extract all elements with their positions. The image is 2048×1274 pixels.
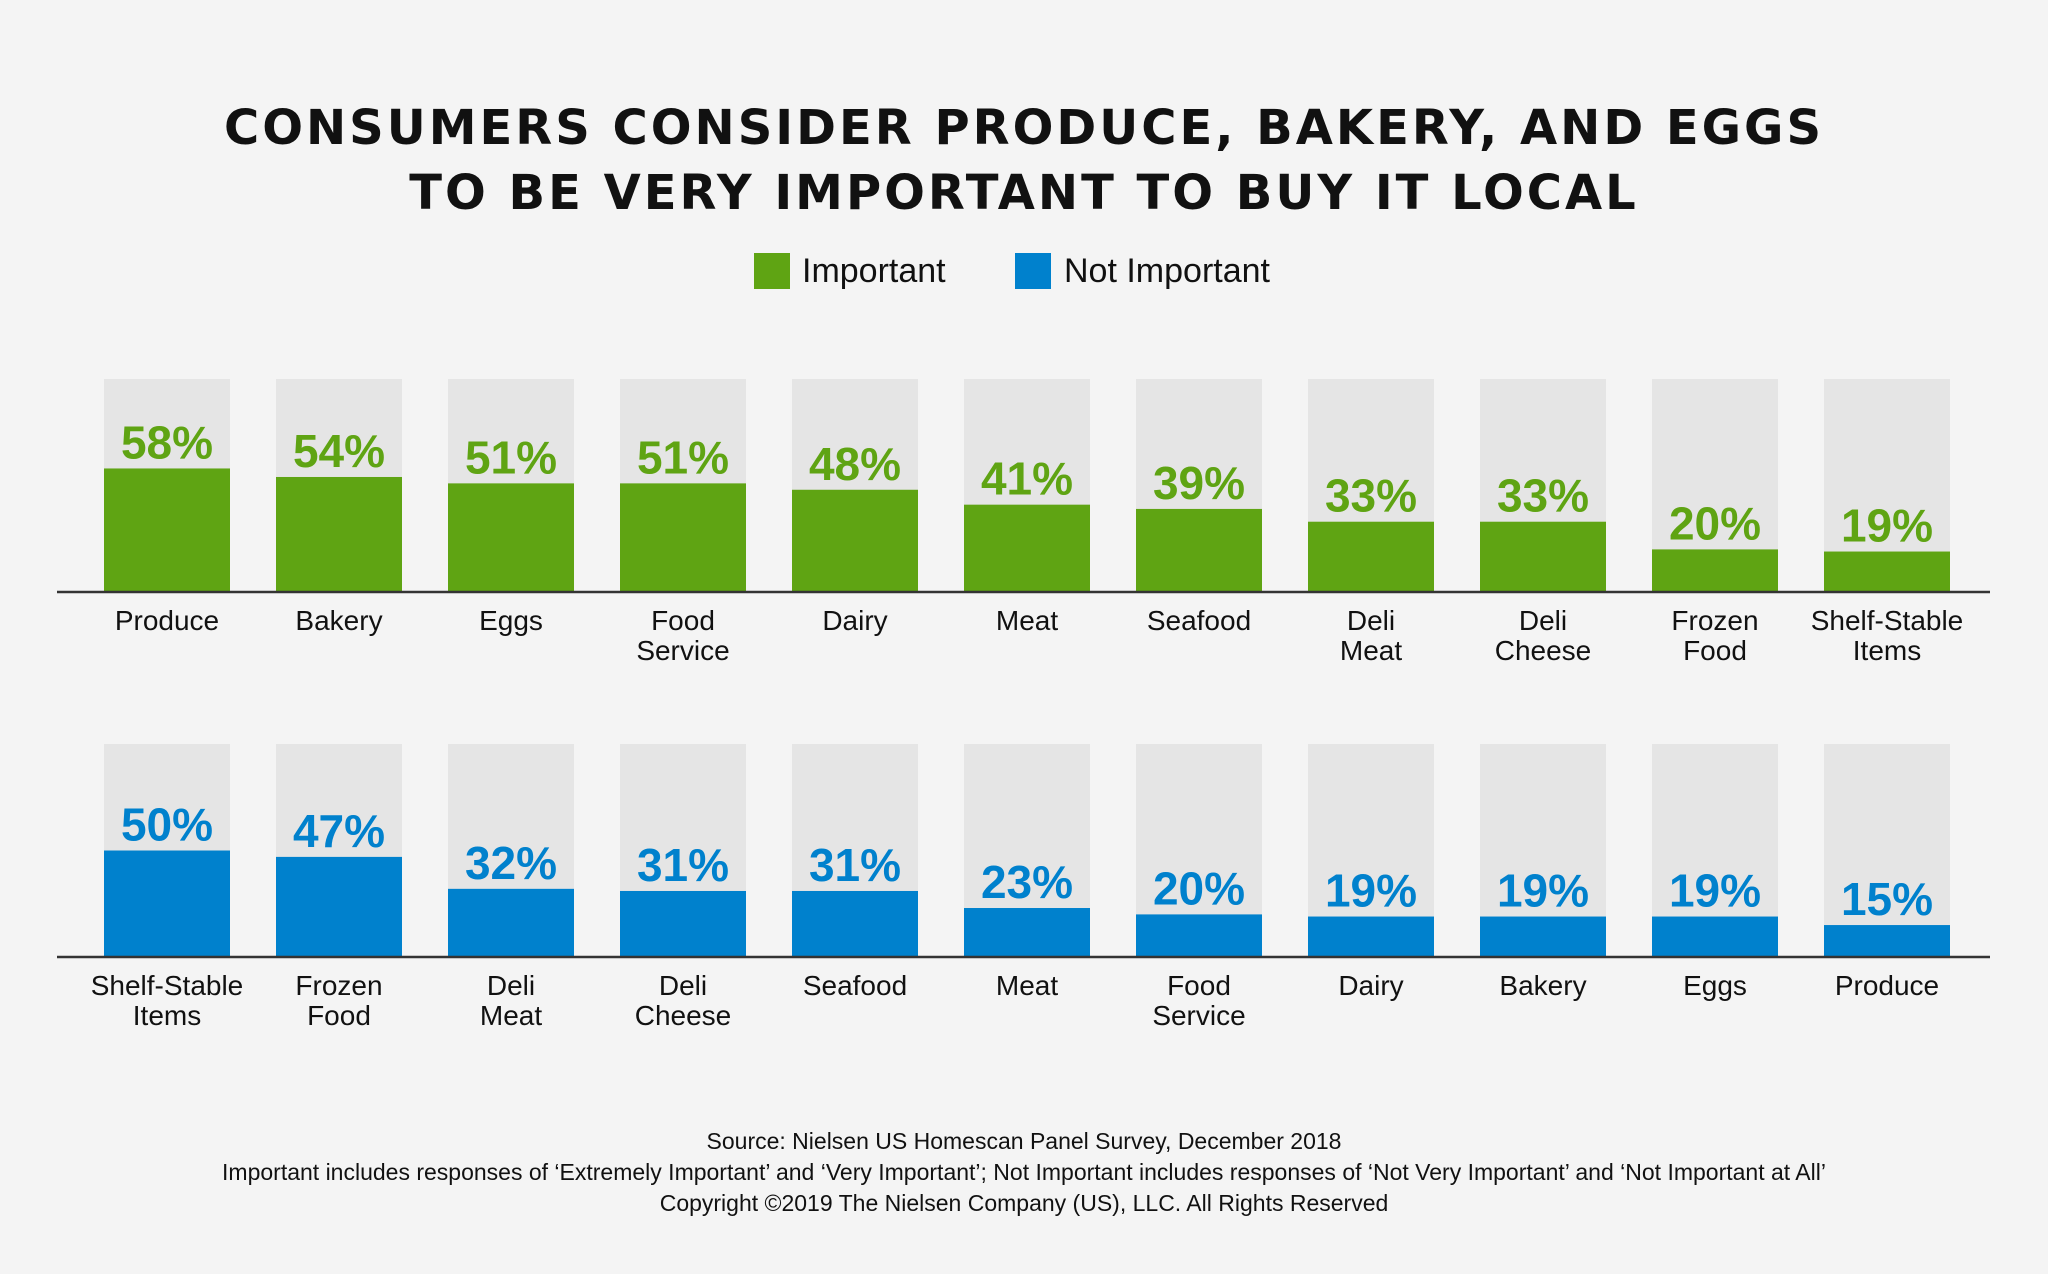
data-label-food-service: 51% bbox=[637, 431, 729, 483]
bar-deli-cheese bbox=[1480, 521, 1606, 592]
legend: Important Not Important bbox=[754, 252, 1271, 290]
category-label-seafood: Seafood bbox=[803, 970, 907, 1001]
category-label-dairy: Dairy bbox=[822, 605, 887, 636]
chart-title-line-1: CONSUMERS CONSIDER PRODUCE, BAKERY, AND … bbox=[224, 100, 1824, 156]
bar-bakery bbox=[276, 476, 402, 592]
panel-not-important: 50%Shelf-StableItems47%FrozenFood32%Deli… bbox=[57, 744, 1990, 1031]
data-label-eggs: 51% bbox=[465, 431, 557, 483]
category-label-food-service: Service bbox=[1152, 1000, 1245, 1031]
category-label-shelf-stable-items: Shelf-Stable bbox=[91, 970, 244, 1001]
category-label-shelf-stable-items: Shelf-Stable bbox=[1811, 605, 1964, 636]
category-label-bakery: Bakery bbox=[1499, 970, 1586, 1001]
chart-title-line-2: TO BE VERY IMPORTANT TO BUY IT LOCAL bbox=[409, 165, 1639, 221]
bar-deli-cheese bbox=[620, 890, 746, 957]
category-label-deli-cheese: Cheese bbox=[635, 1000, 732, 1031]
category-label-deli-meat: Meat bbox=[1340, 635, 1402, 666]
category-label-deli-cheese: Cheese bbox=[1495, 635, 1592, 666]
category-label-deli-meat: Meat bbox=[480, 1000, 542, 1031]
data-label-shelf-stable-items: 50% bbox=[121, 799, 213, 851]
panel-important: 58%Produce54%Bakery51%Eggs51%FoodService… bbox=[57, 379, 1990, 666]
footer-source: Source: Nielsen US Homescan Panel Survey… bbox=[707, 1128, 1342, 1154]
data-label-deli-cheese: 31% bbox=[637, 839, 729, 891]
category-label-meat: Meat bbox=[996, 605, 1058, 636]
data-label-deli-meat: 33% bbox=[1325, 470, 1417, 522]
data-label-bakery: 19% bbox=[1497, 865, 1589, 917]
category-label-frozen-food: Frozen bbox=[1671, 605, 1758, 636]
category-label-shelf-stable-items: Items bbox=[133, 1000, 201, 1031]
bar-deli-meat bbox=[1308, 521, 1434, 592]
data-label-meat: 23% bbox=[981, 856, 1073, 908]
category-label-shelf-stable-items: Items bbox=[1853, 635, 1921, 666]
legend-label-not-important: Not Important bbox=[1064, 252, 1271, 290]
data-label-eggs: 19% bbox=[1669, 865, 1761, 917]
category-label-meat: Meat bbox=[996, 970, 1058, 1001]
category-label-deli-meat: Deli bbox=[487, 970, 535, 1001]
bar-dairy bbox=[792, 489, 918, 592]
category-label-frozen-food: Food bbox=[1683, 635, 1747, 666]
legend-swatch-not-important bbox=[1015, 253, 1051, 289]
category-label-food-service: Food bbox=[651, 605, 715, 636]
category-label-food-service: Service bbox=[636, 635, 729, 666]
category-label-food-service: Food bbox=[1167, 970, 1231, 1001]
footer-copyright: Copyright ©2019 The Nielsen Company (US)… bbox=[660, 1190, 1389, 1216]
category-label-frozen-food: Food bbox=[307, 1000, 371, 1031]
category-label-eggs: Eggs bbox=[1683, 970, 1747, 1001]
category-label-deli-meat: Deli bbox=[1347, 605, 1395, 636]
data-label-shelf-stable-items: 19% bbox=[1841, 500, 1933, 552]
bar-bakery bbox=[1480, 916, 1606, 957]
category-label-produce: Produce bbox=[1835, 970, 1939, 1001]
data-label-seafood: 31% bbox=[809, 839, 901, 891]
legend-label-important: Important bbox=[802, 252, 946, 290]
bar-food-service bbox=[1136, 914, 1262, 957]
bar-frozen-food bbox=[276, 856, 402, 957]
data-label-produce: 58% bbox=[121, 416, 213, 468]
category-label-produce: Produce bbox=[115, 605, 219, 636]
data-label-frozen-food: 20% bbox=[1669, 497, 1761, 549]
bar-eggs bbox=[1652, 916, 1778, 957]
data-label-frozen-food: 47% bbox=[293, 805, 385, 857]
data-label-seafood: 39% bbox=[1153, 457, 1245, 509]
bar-seafood bbox=[792, 890, 918, 957]
data-label-meat: 41% bbox=[981, 453, 1073, 505]
data-label-food-service: 20% bbox=[1153, 862, 1245, 914]
data-label-deli-meat: 32% bbox=[465, 837, 557, 889]
category-label-eggs: Eggs bbox=[479, 605, 543, 636]
bar-eggs bbox=[448, 483, 574, 592]
bar-meat bbox=[964, 908, 1090, 957]
legend-swatch-important bbox=[754, 253, 790, 289]
bar-deli-meat bbox=[448, 888, 574, 957]
bar-shelf-stable-items bbox=[1824, 551, 1950, 592]
data-label-dairy: 19% bbox=[1325, 865, 1417, 917]
bar-shelf-stable-items bbox=[104, 850, 230, 957]
category-label-dairy: Dairy bbox=[1338, 970, 1403, 1001]
footer-definition: Important includes responses of ‘Extreme… bbox=[222, 1159, 1826, 1185]
bar-frozen-food bbox=[1652, 549, 1778, 592]
category-label-seafood: Seafood bbox=[1147, 605, 1251, 636]
category-label-frozen-food: Frozen bbox=[295, 970, 382, 1001]
bar-food-service bbox=[620, 483, 746, 592]
data-label-dairy: 48% bbox=[809, 438, 901, 490]
category-label-deli-cheese: Deli bbox=[1519, 605, 1567, 636]
data-label-bakery: 54% bbox=[293, 425, 385, 477]
bar-dairy bbox=[1308, 916, 1434, 957]
bar-produce bbox=[1824, 925, 1950, 957]
bar-meat bbox=[964, 504, 1090, 592]
bar-track-produce bbox=[1824, 744, 1950, 957]
data-label-produce: 15% bbox=[1841, 873, 1933, 925]
bar-seafood bbox=[1136, 508, 1262, 592]
bar-produce bbox=[104, 468, 230, 592]
category-label-bakery: Bakery bbox=[295, 605, 382, 636]
category-label-deli-cheese: Deli bbox=[659, 970, 707, 1001]
data-label-deli-cheese: 33% bbox=[1497, 470, 1589, 522]
